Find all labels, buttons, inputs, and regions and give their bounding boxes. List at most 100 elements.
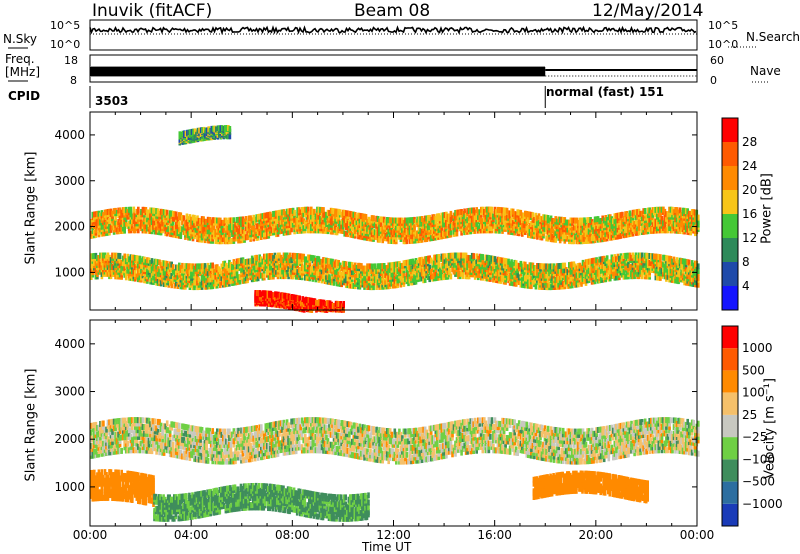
- power-cell: [483, 261, 486, 268]
- power-cell: [173, 282, 177, 289]
- power-cell: [155, 272, 158, 279]
- power-cell: [401, 226, 404, 233]
- power-cell: [395, 231, 398, 238]
- power-cell: [634, 213, 638, 220]
- power-cell: [297, 257, 301, 264]
- power-cell: [117, 252, 120, 259]
- power-cell: [328, 258, 331, 265]
- power-cell: [276, 252, 280, 259]
- power-cell: [354, 218, 357, 225]
- power-cell: [165, 209, 169, 216]
- power-cell: [417, 216, 421, 223]
- power-cell: [300, 207, 304, 213]
- power-cell: [199, 218, 202, 225]
- power-cell: [325, 273, 328, 280]
- power-cell: [319, 206, 322, 213]
- power-cell: [288, 228, 292, 235]
- power-cell: [340, 218, 343, 225]
- power-cell: [190, 263, 193, 270]
- power-cell: [299, 216, 302, 223]
- power-cell: [572, 217, 576, 224]
- power-cell: [583, 231, 586, 238]
- power-cell: [425, 256, 428, 262]
- power-cell: [414, 230, 418, 237]
- power-cell: [120, 266, 123, 273]
- power-cell: [343, 209, 346, 216]
- power-cell: [686, 208, 689, 215]
- power-cell: [105, 220, 108, 227]
- power-cell: [376, 225, 380, 232]
- power-cell: [255, 254, 258, 261]
- power-cell: [379, 263, 383, 270]
- power-cell: [648, 216, 651, 223]
- power-cell: [140, 274, 143, 281]
- power-cell: [525, 211, 529, 217]
- power-cell: [319, 270, 322, 277]
- power-cell: [528, 223, 532, 229]
- power-cell: [495, 209, 498, 216]
- power-cell: [367, 284, 371, 290]
- power-cell: [241, 216, 245, 223]
- power-cell: [337, 260, 340, 266]
- power-cell: [137, 227, 140, 234]
- power-cell: [146, 216, 149, 223]
- power-cell: [651, 220, 655, 227]
- power-cell: [153, 258, 157, 265]
- power-cell: [290, 208, 293, 214]
- power-cell: [182, 274, 186, 281]
- power-cell: [445, 262, 448, 269]
- power-cell: [276, 217, 280, 224]
- power-cell: [484, 254, 488, 261]
- power-cell: [554, 236, 557, 243]
- power-cell: [636, 225, 639, 232]
- power-cell: [399, 281, 403, 288]
- power-cell: [446, 253, 450, 259]
- power-cell: [457, 252, 460, 259]
- power-cell: [311, 264, 315, 271]
- power-cell: [607, 225, 611, 232]
- power-cell: [278, 228, 281, 235]
- power-cell: [246, 224, 249, 231]
- power-cell: [419, 220, 422, 227]
- power-cell: [584, 219, 588, 226]
- power-cell: [299, 258, 302, 264]
- power-cell: [232, 217, 236, 224]
- power-cell: [282, 252, 286, 259]
- power-cell: [149, 212, 152, 218]
- power-cell: [428, 214, 431, 221]
- power-cell: [263, 258, 266, 265]
- power-cell: [595, 225, 598, 232]
- power-cell: [381, 230, 384, 237]
- power-cell: [311, 208, 315, 215]
- power-cell: [408, 224, 412, 231]
- power-cell: [631, 225, 635, 232]
- power-cell: [407, 270, 410, 277]
- power-cell: [382, 263, 386, 269]
- power-cell: [393, 261, 397, 268]
- power-cell: [551, 234, 554, 240]
- power-cell: [463, 252, 466, 259]
- power-cell: [270, 227, 274, 234]
- power-cell: [325, 257, 328, 264]
- power-cell: [308, 218, 312, 225]
- power-cell: [229, 238, 233, 245]
- power-cell: [416, 221, 419, 228]
- power-cell: [452, 212, 456, 219]
- power-cell: [144, 227, 148, 234]
- power-cell: [651, 211, 655, 218]
- power-cell: [244, 259, 248, 265]
- power-cell: [209, 219, 213, 226]
- power-cell: [551, 218, 554, 224]
- power-cell: [671, 218, 674, 225]
- power-cell: [287, 208, 290, 215]
- power-cell: [413, 274, 416, 281]
- power-cell: [190, 279, 193, 286]
- power-cell: [442, 253, 445, 260]
- power-cell: [413, 260, 416, 267]
- power-cell: [416, 216, 419, 223]
- power-cell: [260, 272, 263, 279]
- power-cell: [134, 220, 137, 227]
- power-cell: [111, 210, 114, 217]
- power-cell: [627, 226, 630, 233]
- power-cell: [537, 213, 541, 220]
